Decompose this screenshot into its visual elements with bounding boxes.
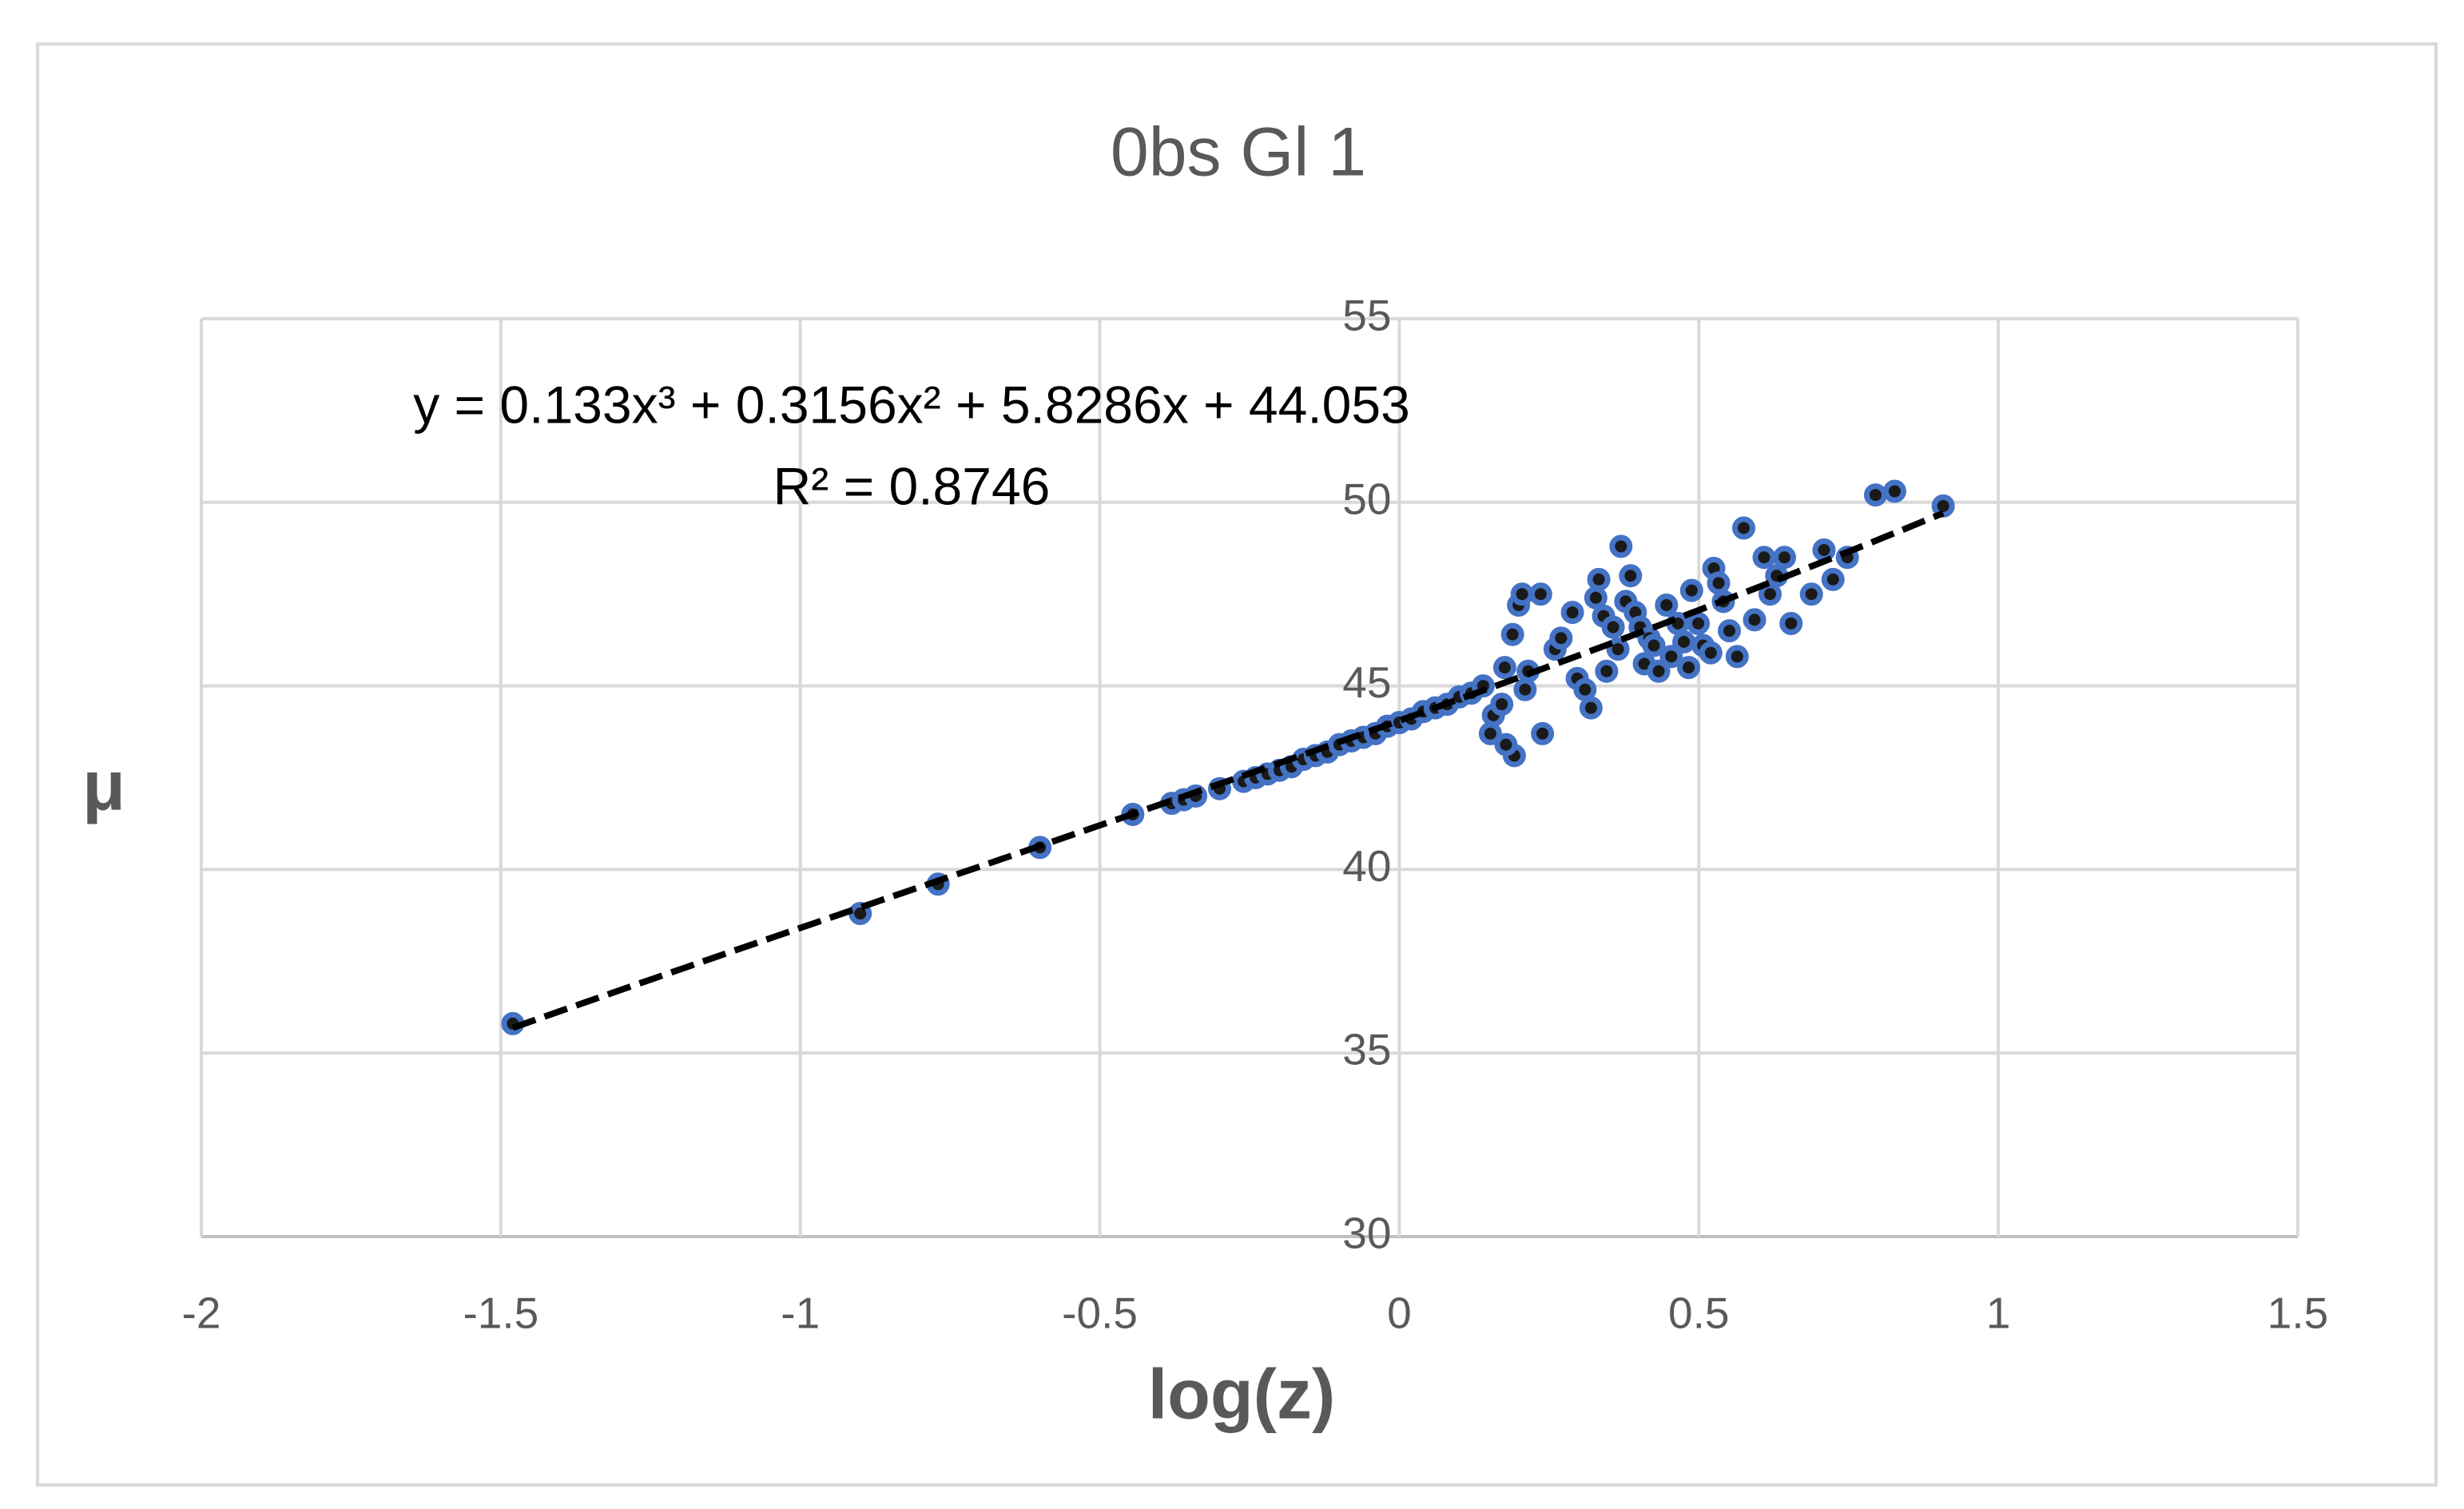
y-tick-label: 55 <box>1342 291 1391 340</box>
x-tick-label: -1 <box>781 1289 820 1338</box>
y-tick-label: 45 <box>1342 657 1391 707</box>
data-point <box>1772 546 1796 570</box>
data-point <box>1677 656 1701 680</box>
data-point <box>1687 611 1711 635</box>
data-point <box>1560 601 1584 625</box>
data-point <box>1606 637 1630 661</box>
data-point <box>1549 626 1573 650</box>
data-point <box>1699 641 1723 665</box>
x-tick-label: -0.5 <box>1062 1289 1138 1338</box>
data-point <box>1863 483 1887 507</box>
y-tick-label: 40 <box>1342 841 1391 891</box>
chart-border <box>36 42 2438 1487</box>
data-point <box>1642 633 1666 657</box>
trendline-r-squared: R² = 0.8746 <box>773 456 1051 515</box>
data-point <box>1759 582 1782 606</box>
data-point <box>1531 721 1555 745</box>
data-point <box>1647 659 1671 683</box>
data-point <box>1672 629 1696 653</box>
data-point <box>1609 534 1633 558</box>
data-point <box>1595 659 1619 683</box>
data-point <box>1718 619 1742 643</box>
data-point <box>1732 516 1756 540</box>
x-tick-label: -1.5 <box>463 1289 539 1338</box>
x-tick-label: 0.5 <box>1668 1289 1729 1338</box>
trendline-equation: y = 0.133x³ + 0.3156x² + 5.8286x + 44.05… <box>413 375 1410 434</box>
data-point <box>1510 582 1534 606</box>
y-tick-label: 50 <box>1342 474 1391 523</box>
y-tick-label: 30 <box>1342 1209 1391 1258</box>
data-point <box>1584 586 1608 610</box>
x-tick-label: -2 <box>182 1289 221 1338</box>
data-point <box>1779 611 1803 635</box>
data-point <box>1655 593 1679 617</box>
y-tick-label: 35 <box>1342 1025 1391 1074</box>
data-point <box>1587 567 1611 591</box>
data-point <box>1490 693 1514 717</box>
y-axis-title: μ <box>82 745 125 824</box>
data-point <box>1573 677 1597 701</box>
data-point <box>1601 615 1625 639</box>
x-tick-label: 1.5 <box>2267 1289 2328 1338</box>
data-point <box>1931 494 1955 518</box>
data-point <box>1679 578 1703 602</box>
plot-area: 30 35 40 45 50 55 -2 -1.5 -1 -0.5 0 0.5 1 1.5 <box>182 291 2329 1338</box>
data-point <box>1707 571 1731 595</box>
x-tick-label: 1 <box>1986 1289 2011 1338</box>
data-point <box>1494 733 1518 756</box>
data-point <box>1752 546 1776 570</box>
x-tick-label: 0 <box>1387 1289 1412 1338</box>
data-point <box>1528 582 1552 606</box>
data-point <box>1725 645 1749 669</box>
data-point <box>1513 677 1537 701</box>
data-point <box>1579 696 1603 720</box>
data-point <box>1659 645 1683 669</box>
data-point <box>1619 564 1643 588</box>
data-point <box>1743 608 1767 632</box>
data-point <box>1821 567 1845 591</box>
data-point <box>1492 656 1516 680</box>
data-point <box>1882 479 1906 503</box>
x-axis-title: log(z) <box>1148 1354 1336 1433</box>
trendline <box>511 510 1945 1031</box>
data-point <box>1500 622 1524 646</box>
chart-title: 0bs Gl 1 <box>1111 114 1366 191</box>
data-point <box>1799 582 1823 606</box>
